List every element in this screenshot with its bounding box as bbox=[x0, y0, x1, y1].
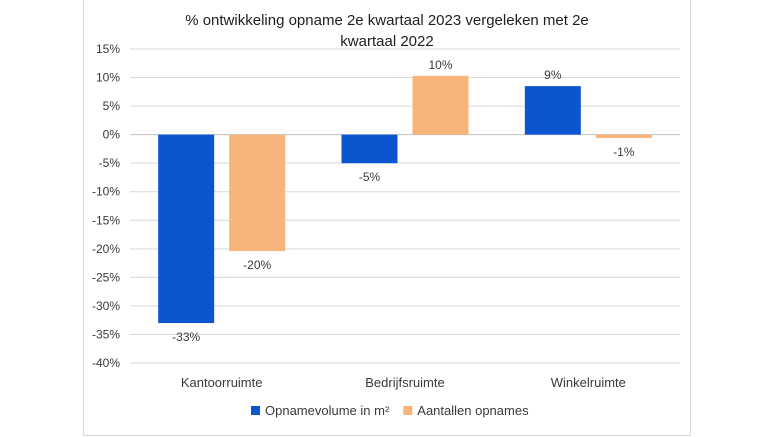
chart-frame bbox=[83, 0, 691, 436]
bar bbox=[341, 134, 398, 164]
category-label: Kantoorruimte bbox=[181, 375, 263, 390]
category-label: Winkelruimte bbox=[551, 375, 626, 390]
y-tick-label: -25% bbox=[92, 270, 120, 284]
data-label: -1% bbox=[613, 145, 635, 159]
y-tick-label: 10% bbox=[96, 71, 120, 85]
y-tick-label: -40% bbox=[92, 356, 120, 370]
y-tick-label: 15% bbox=[96, 42, 120, 56]
y-tick-label: -30% bbox=[92, 299, 120, 313]
y-tick-label: 5% bbox=[103, 99, 121, 113]
category-label: Bedrijfsruimte bbox=[365, 375, 444, 390]
chart-title-line-2: kwartaal 2022 bbox=[340, 33, 433, 50]
y-tick-label: 0% bbox=[103, 128, 121, 142]
legend-entry: Opnamevolume in m² bbox=[265, 403, 390, 418]
y-tick-label: -5% bbox=[99, 156, 121, 170]
data-label: -5% bbox=[359, 170, 381, 184]
y-tick-label: -10% bbox=[92, 185, 120, 199]
data-label: 10% bbox=[428, 58, 452, 72]
y-tick-label: -15% bbox=[92, 213, 120, 227]
legend-swatch bbox=[251, 406, 260, 415]
bar bbox=[595, 134, 652, 139]
data-label: -20% bbox=[243, 258, 271, 272]
bar bbox=[229, 134, 286, 252]
bar bbox=[158, 134, 215, 324]
y-tick-label: -20% bbox=[92, 242, 120, 256]
bar bbox=[524, 86, 581, 135]
legend-entry: Aantallen opnames bbox=[417, 403, 529, 418]
data-label: 9% bbox=[544, 68, 562, 82]
legend-swatch bbox=[403, 406, 413, 415]
bar bbox=[412, 75, 469, 135]
y-tick-label: -35% bbox=[92, 327, 120, 341]
chart-title-line-1: % ontwikkeling opname 2e kwartaal 2023 v… bbox=[185, 12, 589, 29]
data-label: -33% bbox=[172, 330, 200, 344]
